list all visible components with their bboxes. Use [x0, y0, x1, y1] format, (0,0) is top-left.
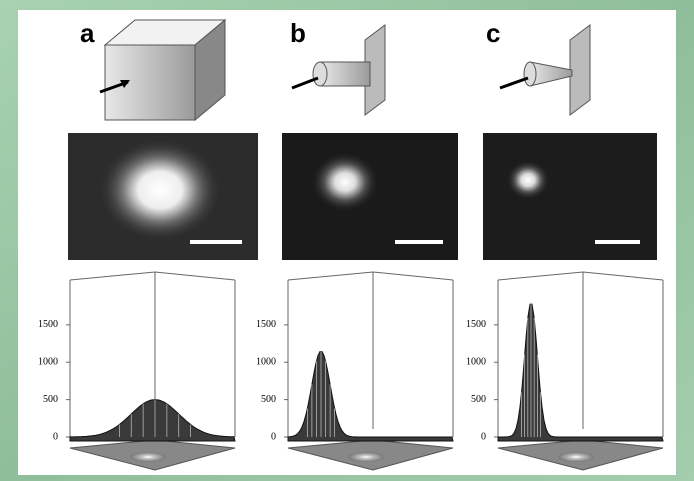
z-tick-label: 0	[53, 431, 58, 442]
floor-spot	[130, 452, 166, 462]
panel-label: c	[486, 18, 500, 48]
z-tick-label: 1500	[466, 319, 486, 330]
micrograph	[68, 133, 258, 260]
z-tick-label: 500	[471, 394, 486, 405]
z-tick-label: 0	[481, 431, 486, 442]
floor-spot	[558, 452, 594, 462]
panel-label: a	[80, 18, 95, 48]
z-tick-label: 500	[261, 394, 276, 405]
schematic-cone	[499, 24, 591, 116]
micrograph	[483, 133, 657, 260]
schematic-cube	[99, 18, 227, 122]
floor-spot	[348, 452, 384, 462]
micrograph	[282, 133, 458, 260]
z-tick-label: 500	[43, 394, 58, 405]
plot-frame	[69, 271, 236, 437]
plot-frame	[497, 271, 664, 437]
z-tick-label: 1500	[38, 319, 58, 330]
z-tick-label: 1000	[466, 357, 486, 368]
plot-frame	[287, 271, 454, 437]
schematic-cylinder	[291, 24, 386, 116]
z-tick-label: 1500	[256, 319, 276, 330]
surface-peak	[497, 303, 664, 442]
panel-label: b	[290, 18, 306, 48]
z-tick-label: 1000	[38, 357, 58, 368]
z-tick-label: 1000	[256, 357, 276, 368]
z-tick-label: 0	[271, 431, 276, 442]
